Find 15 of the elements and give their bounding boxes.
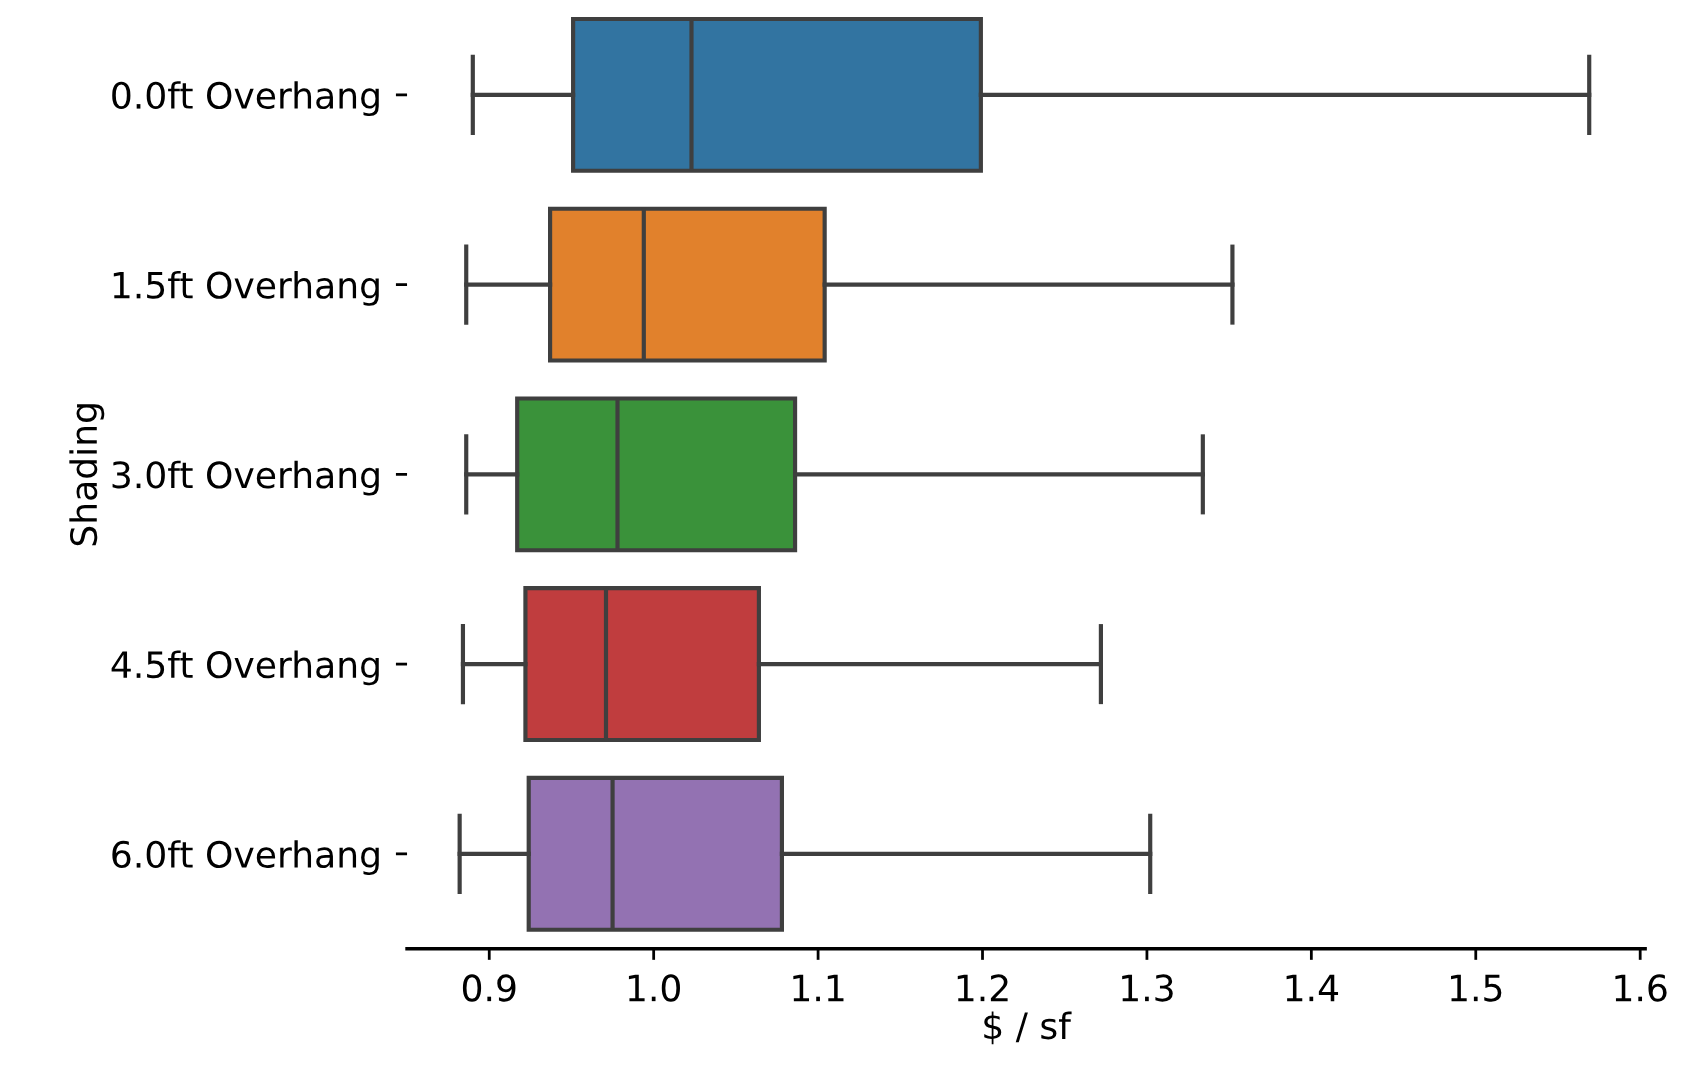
x-tick-label: 1.4 — [1286, 974, 1339, 1002]
x-tick-label: 1.3 — [1122, 974, 1173, 1002]
y-tick-label: 3.0ft Overhang — [112, 460, 379, 496]
y-tick-label: 0.0ft Overhang — [112, 81, 379, 117]
x-tick-label: 0.9 — [462, 974, 516, 1002]
x-tick-label: 1.6 — [1615, 974, 1667, 1002]
y-tick-label: 4.5ft Overhang — [111, 650, 379, 686]
y-tick-label: 6.0ft Overhang — [112, 840, 379, 876]
y-axis-title: Shading — [69, 404, 105, 546]
y-tick-label: 1.5ft Overhang — [113, 270, 379, 306]
x-tick-label: 1.2 — [957, 974, 1008, 1002]
x-tick-label: 1.0 — [628, 974, 680, 1002]
x-tick-label: 1.5 — [1451, 974, 1502, 1002]
x-axis-title: $ / sf — [984, 1011, 1072, 1045]
x-tick-label: 1.1 — [793, 974, 844, 1002]
